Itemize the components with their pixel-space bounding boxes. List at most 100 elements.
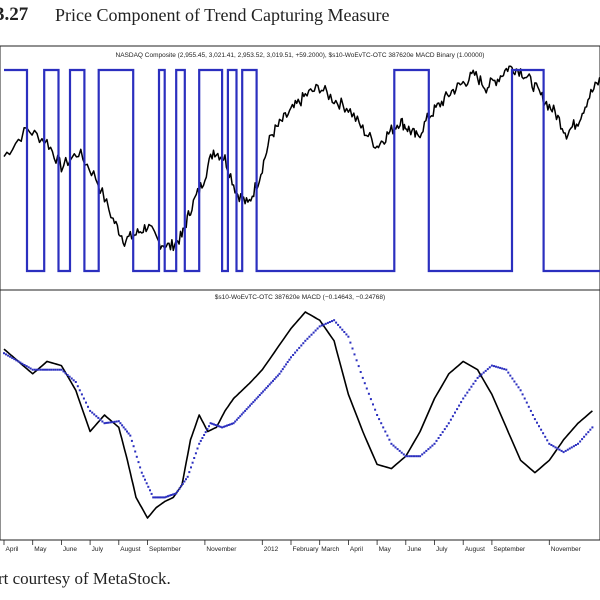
signal-dot — [308, 335, 311, 338]
signal-dot — [441, 431, 444, 434]
signal-dot — [298, 346, 301, 349]
signal-dot — [226, 424, 228, 427]
signal-dot — [388, 438, 391, 441]
signal-dot — [97, 416, 100, 419]
macd-panel-title: $s10-WoEvTC-OTC 387620e MACD (−0.14643, … — [215, 294, 385, 301]
signal-dot — [513, 380, 516, 383]
signal-dot — [155, 496, 158, 499]
signal-dot — [337, 323, 340, 326]
signal-dot — [431, 444, 434, 447]
signal-dot — [126, 430, 128, 433]
signal-dot — [262, 390, 265, 393]
signal-dot — [552, 445, 555, 448]
signal-dot — [347, 335, 350, 338]
signal-dot — [13, 358, 16, 361]
signal-dot — [70, 377, 73, 380]
signal-dot — [103, 422, 106, 425]
price-line — [3, 65, 600, 252]
signal-dot — [404, 455, 407, 458]
signal-dot — [196, 447, 199, 450]
signal-dot — [390, 442, 393, 445]
signal-dot — [517, 386, 520, 389]
signal-dot — [400, 451, 403, 454]
signal-dot — [367, 392, 370, 395]
signal-dot — [402, 453, 405, 456]
figure-title: Price Component of Trend Capturing Measu… — [55, 5, 390, 25]
signal-dot — [396, 448, 399, 451]
signal-dot — [478, 375, 481, 378]
signal-dot — [87, 405, 89, 408]
signal-dot — [265, 386, 268, 389]
signal-dot — [115, 420, 118, 423]
signal-dot — [410, 455, 413, 458]
signal-dot — [60, 368, 63, 371]
signal-dot — [318, 325, 321, 328]
signal-dot — [180, 485, 183, 488]
signal-dot — [437, 437, 440, 439]
signal-dot — [209, 422, 212, 425]
signal-dot — [369, 398, 372, 401]
signal-dot — [408, 455, 411, 458]
signal-dot — [306, 337, 309, 340]
signal-dot — [587, 431, 590, 434]
signal-dot — [542, 432, 545, 435]
signal-dot — [386, 434, 389, 437]
signal-dot — [21, 362, 24, 365]
signal-dot — [249, 404, 251, 407]
signal-dot — [577, 442, 579, 445]
signal-dot — [533, 418, 536, 421]
signal-dot — [472, 382, 475, 385]
signal-dot — [328, 321, 331, 323]
signal-dot — [149, 489, 151, 492]
signal-dot — [566, 448, 569, 451]
signal-dot — [217, 425, 220, 428]
signal-dot — [278, 372, 281, 375]
signal-dot — [527, 405, 530, 408]
signal-dot — [548, 442, 551, 445]
signal-dot — [175, 492, 178, 495]
signal-dot — [201, 437, 204, 439]
signal-dot — [378, 418, 381, 421]
signal-dot — [570, 446, 573, 449]
signal-dot — [572, 445, 575, 448]
signal-dot — [181, 482, 184, 485]
signal-dot — [466, 391, 469, 394]
signal-dot — [91, 411, 94, 414]
signal-dot — [529, 409, 532, 412]
figure-number: 3.27 — [0, 4, 29, 25]
signal-dot — [476, 376, 479, 379]
signal-dot — [152, 496, 155, 499]
x-tick-label: November — [206, 546, 237, 553]
signal-dot — [163, 496, 166, 499]
signal-dot — [80, 393, 83, 396]
signal-dot — [82, 397, 85, 400]
signal-dot — [15, 359, 18, 362]
signal-dot — [54, 368, 57, 371]
signal-dot — [398, 449, 401, 452]
signal-dot — [139, 466, 142, 469]
signal-dot — [493, 365, 495, 368]
signal-dot — [579, 440, 582, 443]
signal-dot — [540, 428, 543, 431]
signal-dot — [42, 368, 44, 371]
signal-dot — [294, 351, 297, 354]
signal-dot — [374, 408, 377, 411]
signal-dot — [538, 425, 540, 428]
signal-dot — [267, 385, 269, 388]
signal-dot — [7, 354, 10, 357]
signal-dot — [482, 371, 485, 374]
signal-dot — [39, 368, 42, 371]
signal-dot — [339, 326, 342, 329]
signal-dot — [258, 394, 261, 396]
x-tick-label: August — [465, 546, 485, 553]
x-tick-label: 2012 — [264, 546, 279, 553]
signal-dot — [162, 496, 165, 499]
signal-dot — [581, 438, 584, 441]
signal-dot — [72, 379, 75, 382]
signal-dot — [445, 425, 448, 428]
signal-dot — [349, 341, 352, 344]
signal-dot — [281, 368, 284, 371]
signal-dot — [250, 402, 253, 405]
signal-dot — [204, 431, 207, 434]
signal-dot — [178, 487, 181, 490]
